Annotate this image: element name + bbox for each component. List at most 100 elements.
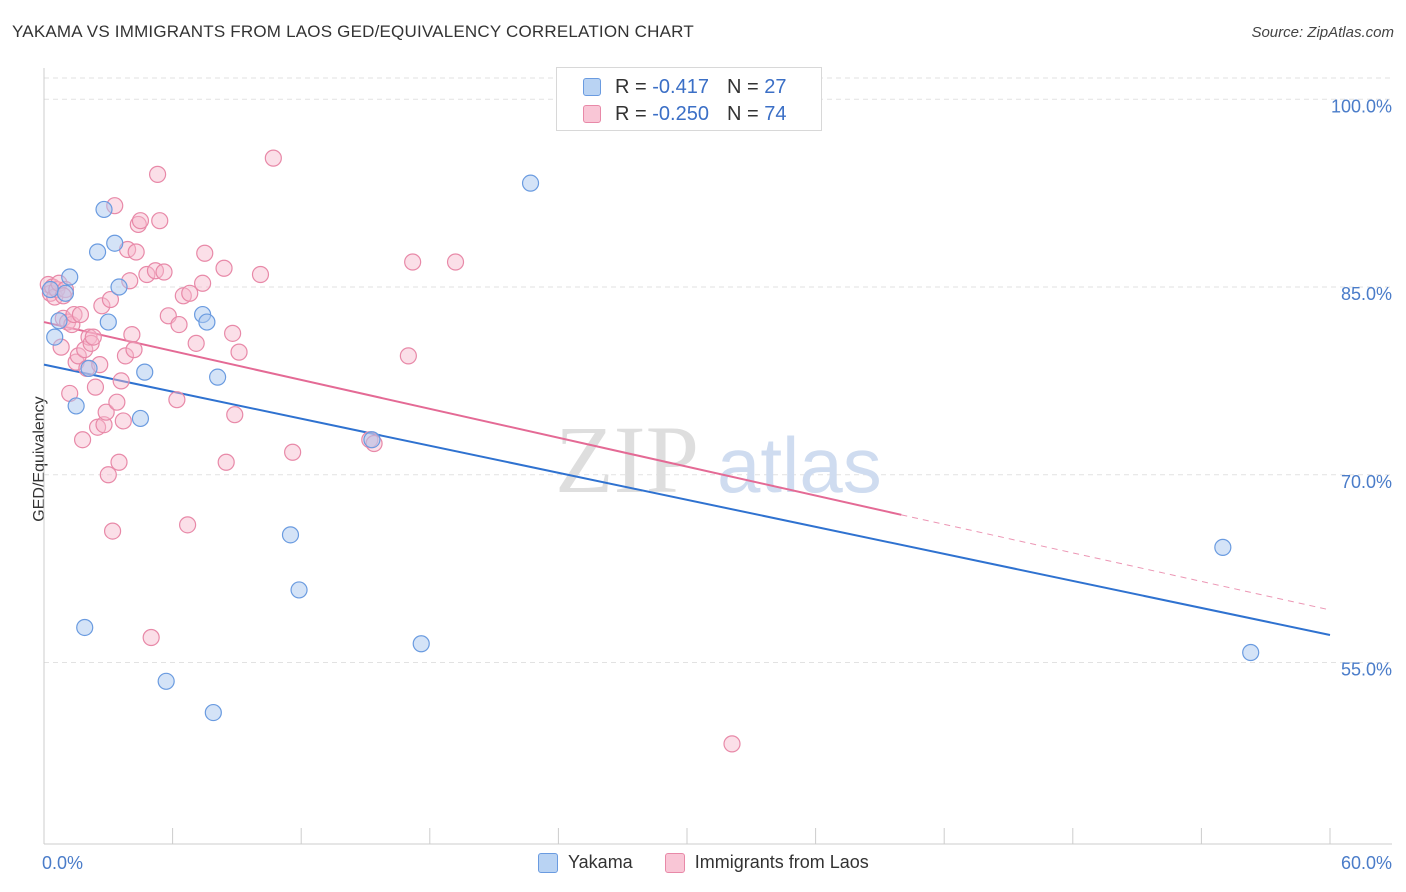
data-point-yakama bbox=[67, 397, 85, 415]
legend-item-laos[interactable]: Immigrants from Laos bbox=[664, 852, 869, 873]
data-point-laos bbox=[101, 290, 120, 309]
data-point-yakama bbox=[61, 268, 79, 286]
data-point-yakama bbox=[41, 280, 60, 299]
legend-item-yakama[interactable]: Yakama bbox=[538, 852, 633, 873]
data-point-laos bbox=[84, 328, 102, 346]
data-point-laos bbox=[187, 334, 205, 352]
data-point-yakama bbox=[56, 284, 75, 302]
data-point-laos bbox=[179, 516, 197, 534]
trend-line-laos bbox=[43, 321, 902, 516]
data-point-yakama bbox=[290, 581, 308, 599]
laos-swatch bbox=[583, 105, 601, 123]
data-point-yakama bbox=[198, 313, 216, 331]
data-point-laos bbox=[155, 263, 173, 281]
y-tick-label: 100.0% bbox=[1331, 96, 1392, 116]
watermark-atlas: atlas bbox=[717, 421, 882, 509]
y-tick-label: 85.0% bbox=[1341, 284, 1392, 304]
data-point-laos bbox=[114, 412, 132, 430]
data-point-laos bbox=[125, 341, 143, 359]
data-point-yakama bbox=[99, 313, 117, 331]
data-point-yakama bbox=[412, 635, 430, 653]
axes bbox=[43, 68, 1392, 845]
laos-n-value: 74 bbox=[764, 102, 787, 125]
data-point-laos bbox=[86, 378, 105, 396]
data-point-laos bbox=[108, 393, 126, 411]
yakama-n-label: N = bbox=[726, 75, 759, 98]
data-point-yakama bbox=[281, 526, 300, 544]
trend-lines bbox=[43, 321, 1331, 636]
data-point-laos bbox=[148, 165, 167, 183]
data-point-laos bbox=[215, 259, 233, 277]
data-point-yakama bbox=[204, 703, 222, 722]
data-point-laos bbox=[116, 347, 135, 365]
data-point-laos bbox=[217, 453, 235, 471]
y-tick-label: 55.0% bbox=[1341, 660, 1392, 680]
data-point-yakama bbox=[521, 174, 540, 192]
data-point-laos bbox=[112, 372, 130, 390]
data-point-laos bbox=[110, 453, 128, 471]
data-point-laos bbox=[99, 466, 117, 484]
data-point-laos bbox=[196, 244, 214, 262]
data-point-yakama bbox=[106, 234, 124, 252]
data-point-laos bbox=[71, 305, 90, 324]
data-point-laos bbox=[226, 406, 244, 424]
data-point-laos bbox=[69, 347, 87, 365]
trend-line-yakama bbox=[43, 363, 1331, 636]
data-point-laos bbox=[224, 324, 242, 342]
legend-yakama-label: Yakama bbox=[568, 852, 633, 872]
data-point-laos bbox=[723, 735, 741, 753]
data-point-yakama bbox=[76, 618, 94, 637]
data-point-yakama bbox=[95, 200, 113, 219]
data-point-laos bbox=[73, 431, 92, 449]
y-tick-label: 70.0% bbox=[1341, 472, 1392, 492]
yakama-n-value: 27 bbox=[764, 75, 787, 98]
data-point-laos bbox=[93, 297, 111, 315]
stats-legend-laos: R = -0.250 N = 74 bbox=[583, 101, 786, 127]
series-legend: Yakama Immigrants from Laos bbox=[538, 852, 901, 873]
data-point-laos bbox=[168, 391, 186, 409]
data-point-laos bbox=[194, 274, 212, 292]
data-point-yakama bbox=[363, 431, 381, 449]
yakama-r-label: R = bbox=[615, 75, 647, 98]
laos-r-label: R = bbox=[615, 102, 647, 125]
x-tick-label-max: 60.0% bbox=[1341, 853, 1392, 873]
yakama-r-value: -0.417 bbox=[652, 75, 709, 98]
data-point-laos bbox=[127, 243, 145, 261]
data-point-yakama bbox=[80, 359, 98, 377]
data-point-laos bbox=[146, 262, 165, 280]
data-point-yakama bbox=[1214, 538, 1232, 556]
data-point-laos bbox=[230, 343, 248, 361]
data-point-laos bbox=[170, 315, 188, 334]
data-point-laos bbox=[151, 212, 169, 230]
stats-legend: R = -0.417 N = 27 R = -0.250 N = 74 bbox=[556, 67, 822, 131]
yakama-swatch bbox=[583, 78, 601, 96]
data-point-laos bbox=[95, 416, 113, 434]
laos-r-value: -0.250 bbox=[652, 102, 709, 125]
data-point-yakama bbox=[88, 243, 107, 261]
data-point-yakama bbox=[110, 278, 128, 296]
data-point-laos bbox=[142, 628, 160, 647]
data-point-laos bbox=[123, 325, 141, 344]
data-point-yakama bbox=[1242, 643, 1260, 662]
data-point-laos bbox=[446, 253, 465, 271]
data-point-laos bbox=[131, 212, 150, 230]
chart-title: YAKAMA VS IMMIGRANTS FROM LAOS GED/EQUIV… bbox=[12, 22, 694, 41]
legend-laos-label: Immigrants from Laos bbox=[694, 852, 869, 872]
data-point-laos bbox=[251, 265, 270, 284]
data-point-yakama bbox=[131, 409, 150, 428]
data-point-laos bbox=[97, 403, 115, 421]
laos-n-label: N = bbox=[726, 102, 759, 125]
gridlines bbox=[44, 77, 1392, 664]
data-point-laos bbox=[103, 522, 122, 540]
data-point-laos bbox=[138, 265, 156, 284]
data-point-yakama bbox=[46, 328, 64, 346]
source-label: Source: ZipAtlas.com bbox=[1251, 24, 1394, 41]
data-points bbox=[39, 149, 1260, 753]
data-point-laos bbox=[264, 149, 282, 167]
x-tick-label-min: 0.0% bbox=[42, 853, 83, 873]
data-point-laos bbox=[181, 284, 199, 302]
legend-yakama-swatch bbox=[538, 852, 558, 873]
data-point-laos bbox=[284, 443, 302, 461]
data-point-yakama bbox=[209, 368, 227, 386]
